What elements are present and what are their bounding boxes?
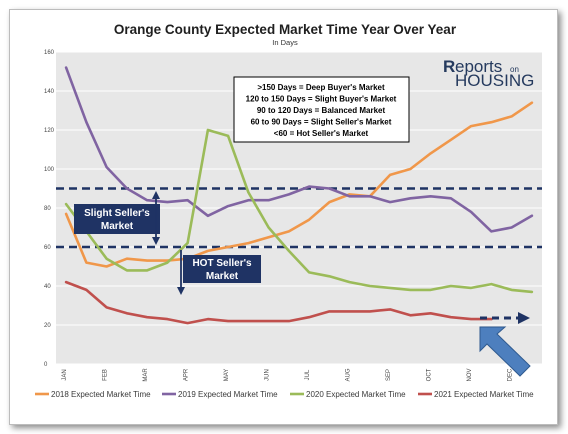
slight-seller-line2: Market [101, 221, 134, 232]
series-lines [64, 66, 534, 325]
x-tick-label: MAR [143, 368, 149, 382]
logo-housing: HOUSING [455, 71, 534, 90]
x-tick-label: SEP [386, 369, 392, 381]
series-line-2020 [64, 128, 534, 294]
projection-arrow-icon [480, 312, 530, 324]
double-arrow-icon [152, 191, 160, 245]
y-tick-label: 160 [44, 50, 55, 56]
reports-on-housing-logo: R eports on HOUSING [443, 57, 534, 90]
y-axis-ticks: 0 20 40 60 80 100 120 140 160 [44, 50, 55, 368]
x-tick-label: OCT [427, 368, 433, 381]
hot-seller-line1: HOT Seller's [192, 258, 252, 269]
logo-r: R [443, 57, 455, 76]
pointer-arrow-icon [479, 326, 531, 377]
x-tick-label: JUN [265, 369, 271, 381]
x-tick-label: DEC [508, 368, 514, 381]
legend-label: 2021 Expected Market Time [434, 390, 534, 399]
market-key-line: >150 Days = Deep Buyer's Market [257, 83, 385, 92]
market-key-line: 90 to 120 Days = Balanced Market [257, 106, 386, 115]
y-tick-label: 100 [44, 167, 55, 173]
chart-title: Orange County Expected Market Time Year … [114, 22, 457, 37]
x-tick-label: JUL [305, 369, 311, 380]
market-key-line: 120 to 150 Days = Slight Buyer's Market [246, 95, 397, 104]
y-tick-label: 80 [44, 206, 51, 212]
reference-lines [56, 187, 542, 249]
series-line-2021 [64, 280, 493, 325]
market-key-box [233, 76, 410, 143]
chart-subtitle: In Days [272, 38, 298, 47]
down-arrow-icon [177, 250, 185, 295]
y-tick-label: 60 [44, 245, 51, 251]
x-tick-label: FEB [103, 369, 109, 381]
logo-on: on [510, 65, 519, 74]
x-tick-label: AUG [346, 368, 352, 381]
y-tick-label: 20 [44, 323, 51, 329]
legend-label: 2018 Expected Market Time [51, 390, 151, 399]
hot-seller-line2: Market [206, 271, 239, 282]
y-tick-label: 120 [44, 128, 55, 134]
x-tick-label: APR [184, 368, 190, 381]
y-tick-label: 40 [44, 284, 51, 290]
market-key-line: 60 to 90 Days = Slight Seller's Market [251, 118, 392, 127]
market-key-line: <60 = Hot Seller's Market [274, 129, 369, 138]
market-key-lines: >150 Days = Deep Buyer's Market 120 to 15… [246, 83, 397, 138]
y-tick-label: 0 [44, 362, 48, 368]
slight-seller-box [74, 204, 160, 234]
x-tick-label: MAY [224, 369, 230, 382]
series-line-2018 [64, 101, 534, 268]
hot-seller-box [183, 255, 261, 283]
legend-label: 2019 Expected Market Time [178, 390, 278, 399]
slight-seller-line1: Slight Seller's [84, 208, 150, 219]
logo-eports: eports [455, 57, 502, 76]
y-tick-label: 140 [44, 89, 55, 95]
legend: 2018 Expected Market Time 2019 Expected M… [35, 390, 534, 399]
x-tick-label: NOV [467, 368, 473, 381]
x-axis-ticks: JAN FEB MAR APR MAY JUN JUL AUG SEP OCT NOV DEC [62, 368, 514, 382]
legend-label: 2020 Expected Market Time [306, 390, 406, 399]
x-tick-label: JAN [62, 369, 68, 380]
series-line-2019 [64, 66, 534, 233]
